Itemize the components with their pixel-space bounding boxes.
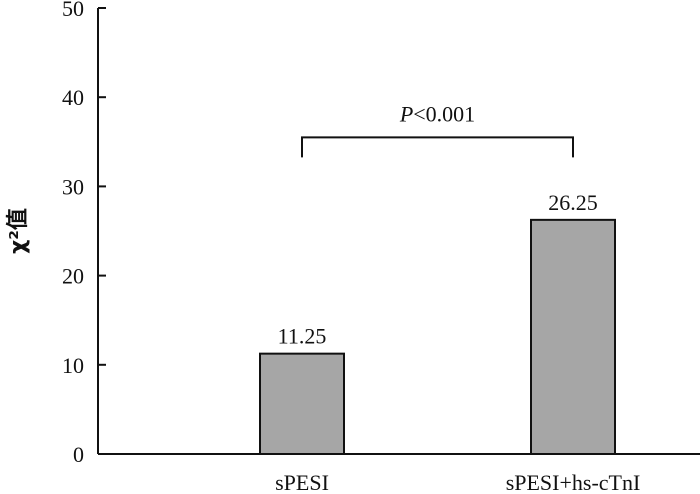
y-tick-label-10: 10 xyxy=(62,353,84,378)
p-value: <0.001 xyxy=(413,101,475,126)
bars xyxy=(259,218,616,455)
y-tick-label-20: 20 xyxy=(62,264,84,289)
category-label-1: sPESI xyxy=(275,470,329,494)
y-tick-label-30: 30 xyxy=(62,174,84,199)
p-symbol: P xyxy=(399,101,413,126)
significance-label: P<0.001 xyxy=(399,101,475,126)
y-axis-label: χ²值 xyxy=(5,208,31,254)
significance-bracket xyxy=(301,136,574,158)
y-tick-label-0: 0 xyxy=(73,442,84,467)
bar-2 xyxy=(530,218,616,455)
bar-1 xyxy=(259,352,345,455)
y-tick-label-40: 40 xyxy=(62,85,84,110)
data-label-2: 26.25 xyxy=(548,190,598,215)
significance-annotation: P<0.001 xyxy=(301,101,574,158)
axes: 0 10 20 30 40 50 xyxy=(62,0,700,467)
data-label-1: 11.25 xyxy=(278,324,327,349)
labels: 11.25 sPESI 26.25 sPESI+hs-cTnI xyxy=(275,190,640,494)
y-tick-label-50: 50 xyxy=(62,0,84,21)
category-label-2: sPESI+hs-cTnI xyxy=(506,470,641,494)
